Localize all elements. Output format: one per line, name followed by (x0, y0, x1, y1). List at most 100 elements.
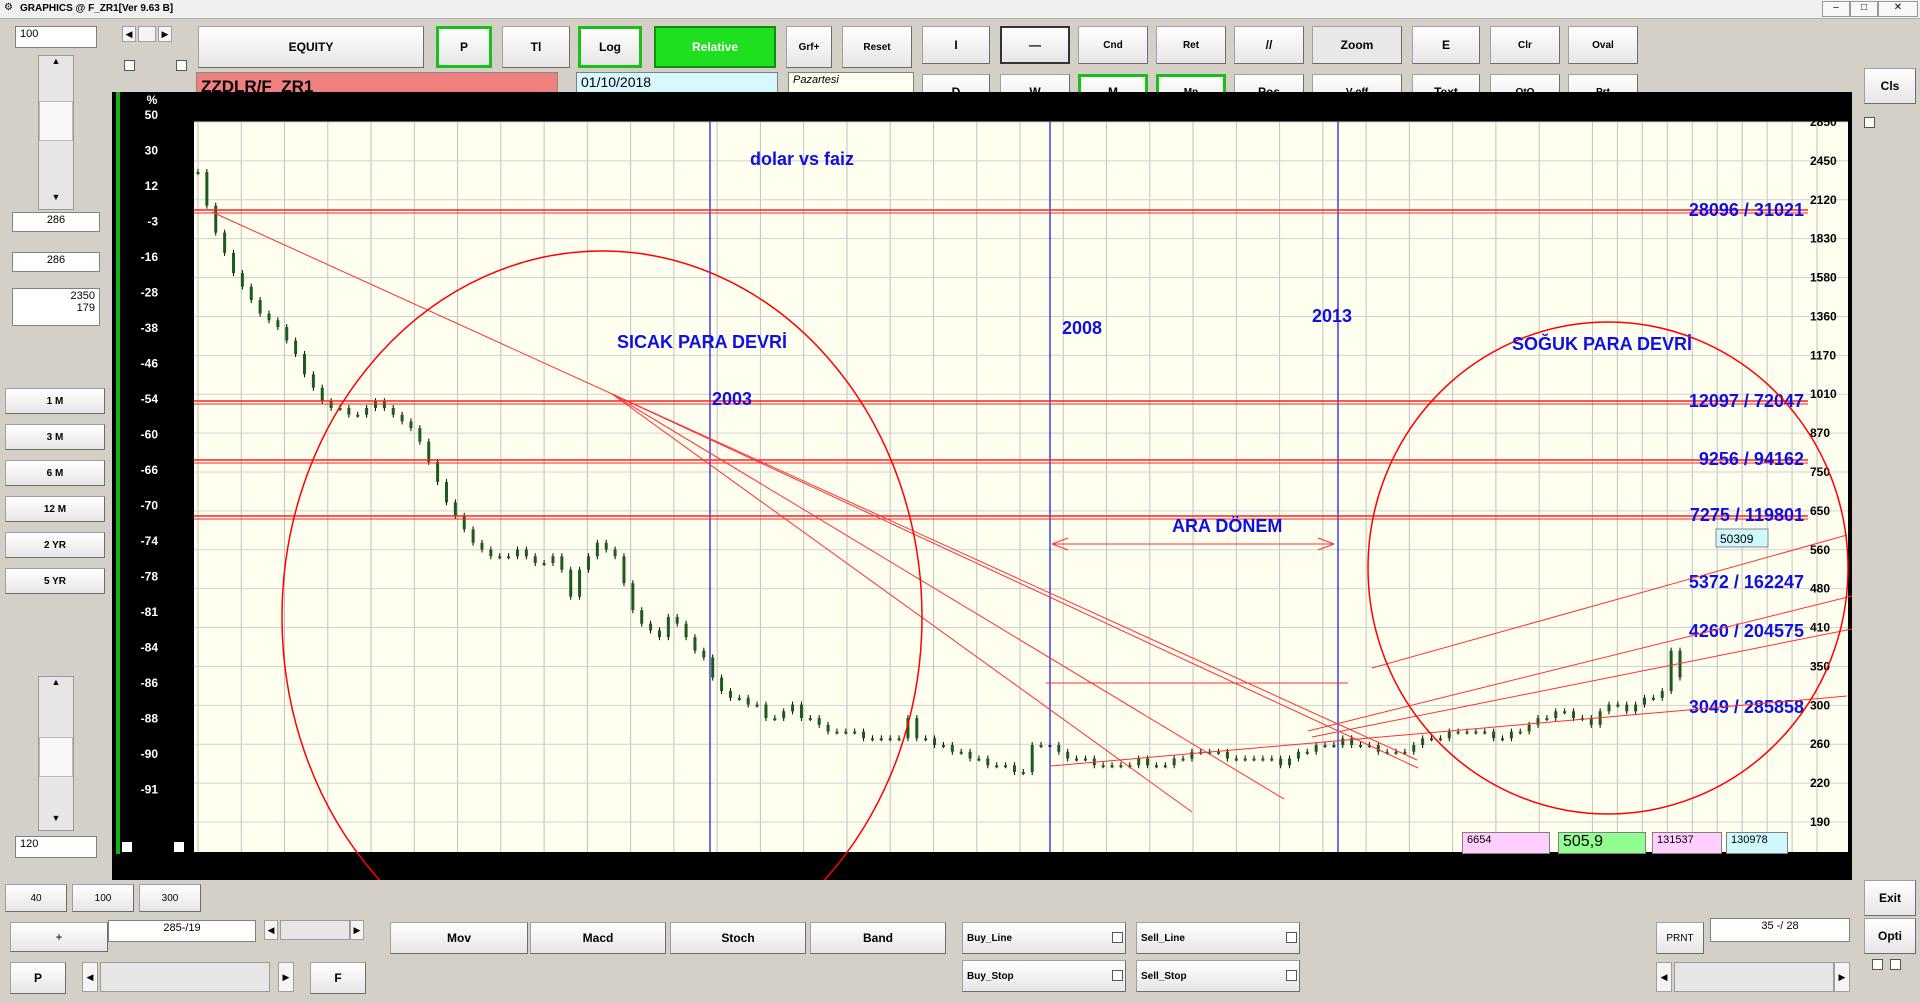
scroll-down-icon[interactable]: ▼ (51, 192, 61, 202)
scroll-thumb[interactable] (39, 737, 73, 777)
vertical-line-button[interactable]: I (922, 26, 990, 64)
bottom-value-field[interactable]: 120 (15, 836, 97, 858)
buy-line-checkbox[interactable] (1112, 932, 1123, 943)
checkbox-right-top[interactable] (1864, 117, 1875, 128)
value-field-2[interactable]: 286 (12, 252, 100, 272)
ret-button[interactable]: Ret (1156, 26, 1226, 64)
f-button[interactable]: F (310, 962, 366, 994)
clr-button[interactable]: Clr (1490, 26, 1560, 64)
period-5yr-button[interactable]: 5 YR (5, 568, 105, 594)
exit-button[interactable]: Exit (1864, 880, 1916, 916)
p-button[interactable]: P (436, 26, 492, 68)
scroll-left-icon[interactable]: ◀ (82, 962, 98, 992)
macd-button[interactable]: Macd (530, 922, 666, 954)
info-b: 179 (76, 302, 95, 314)
right-bottom-scrollbar[interactable] (1674, 962, 1834, 992)
minimize-button[interactable]: – (1822, 1, 1850, 17)
period-2yr-button[interactable]: 2 YR (5, 532, 105, 558)
price-bar (1474, 731, 1478, 734)
price-bar (1083, 758, 1087, 761)
scroll-right-icon[interactable]: ▶ (1834, 962, 1850, 992)
scroll-right-icon[interactable]: ▶ (158, 26, 172, 42)
horizontal-line-button[interactable]: — (1000, 26, 1070, 64)
close-button[interactable]: ✕ (1878, 1, 1918, 17)
right-tick-label: 220 (1810, 776, 1830, 790)
scroll-right-icon[interactable]: ▶ (350, 920, 364, 940)
cls-button[interactable]: Cls (1864, 68, 1916, 104)
checkbox-bottom-1[interactable] (1872, 959, 1883, 970)
right-tick-label: 1010 (1810, 387, 1837, 401)
sell-line-checkbox[interactable] (1286, 932, 1297, 943)
cnd-button[interactable]: Cnd (1078, 26, 1148, 64)
b300-button[interactable]: 300 (139, 884, 201, 912)
checkbox-chart-br (174, 842, 184, 852)
oval-button[interactable]: Oval (1568, 26, 1638, 64)
buy-stop-checkbox[interactable] (1112, 970, 1123, 981)
value-field-1[interactable]: 286 (12, 212, 100, 232)
scroll-thumb-small[interactable] (138, 26, 156, 42)
price-bar (826, 724, 830, 732)
buy-stop-button[interactable]: Buy_Stop (962, 960, 1126, 992)
scroll-right-icon[interactable]: ▶ (278, 962, 294, 992)
x-tick-label-right: 26 (1760, 863, 1774, 877)
price-bar (427, 441, 431, 462)
price-bar (941, 745, 945, 748)
left-scrollbar-bottom[interactable]: ▲ ▼ (38, 676, 74, 831)
checkbox-top-left[interactable] (124, 60, 135, 71)
sell-stop-button[interactable]: Sell_Stop (1136, 960, 1300, 992)
position-scrollbar[interactable] (280, 920, 350, 940)
price-bar (1350, 738, 1354, 746)
period-6m-button[interactable]: 6 M (5, 460, 105, 486)
scroll-up-icon[interactable]: ▲ (51, 56, 61, 66)
reset-button[interactable]: Reset (842, 26, 912, 68)
checkbox-top-right[interactable] (176, 60, 187, 71)
mov-button[interactable]: Mov (390, 922, 528, 954)
stoch-button[interactable]: Stoch (670, 922, 806, 954)
right-tick-label: 1580 (1810, 271, 1837, 285)
price-bar (373, 401, 377, 408)
price-bar (968, 751, 972, 759)
b40-button[interactable]: 40 (5, 884, 67, 912)
scroll-down-icon[interactable]: ▼ (51, 813, 61, 823)
log-button[interactable]: Log (578, 26, 642, 68)
plus-button[interactable]: + (10, 922, 108, 952)
checkbox-bottom-2[interactable] (1890, 959, 1901, 970)
buy-line-button[interactable]: Buy_Line (962, 922, 1126, 954)
ratio-field: 35 -/ 28 (1710, 918, 1850, 942)
ti-button[interactable]: Tl (502, 26, 570, 68)
relative-button[interactable]: Relative (654, 26, 776, 68)
sell-line-button[interactable]: Sell_Line (1136, 922, 1300, 954)
scroll-left-icon[interactable]: ◀ (1656, 962, 1672, 992)
left-scrollbar-top[interactable]: ▲ ▼ (38, 55, 74, 210)
current-value-tag-box (1715, 528, 1769, 548)
period-1m-button[interactable]: 1 M (5, 388, 105, 414)
zoom-button[interactable]: Zoom (1312, 26, 1402, 64)
scroll-thumb[interactable] (39, 101, 73, 141)
b100-button[interactable]: 100 (72, 884, 134, 912)
prnt-button[interactable]: PRNT (1656, 922, 1704, 954)
period-3m-button[interactable]: 3 M (5, 424, 105, 450)
period-12m-button[interactable]: 12 M (5, 496, 105, 522)
scroll-left-icon[interactable]: ◀ (264, 920, 278, 940)
sell-stop-checkbox[interactable] (1286, 970, 1297, 981)
parallel-lines-button[interactable]: // (1234, 26, 1304, 64)
price-bar (1421, 738, 1425, 746)
chart-area[interactable]: 01/02199501/11199501/07199601/04199705/0… (112, 92, 1852, 880)
price-bar (1119, 765, 1123, 768)
x-tick-label-year: 2010 (1050, 868, 1077, 880)
price-bar (1660, 691, 1664, 698)
scroll-left-icon[interactable]: ◀ (122, 26, 136, 42)
price-bar (365, 407, 369, 415)
equity-button[interactable]: EQUITY (198, 26, 424, 68)
top-value-field[interactable]: 100 (15, 26, 97, 48)
grf-plus-button[interactable]: Grf+ (786, 26, 832, 68)
scroll-up-icon[interactable]: ▲ (51, 677, 61, 687)
price-bar (444, 482, 448, 503)
opti-button[interactable]: Opti (1864, 918, 1916, 954)
e-button[interactable]: E (1412, 26, 1480, 64)
maximize-button[interactable]: □ (1850, 1, 1878, 17)
band-button[interactable]: Band (810, 922, 946, 954)
ellipse-soguk (1367, 321, 1849, 815)
p-bottom-button[interactable]: P (10, 962, 66, 994)
bottom-scrollbar[interactable] (100, 962, 270, 992)
